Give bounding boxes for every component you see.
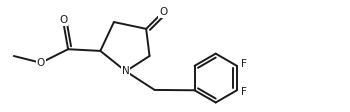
Text: O: O: [159, 7, 167, 17]
Text: O: O: [37, 58, 45, 68]
Text: F: F: [241, 87, 247, 97]
Text: F: F: [241, 59, 247, 69]
Text: N: N: [122, 66, 130, 76]
Text: O: O: [59, 15, 67, 25]
